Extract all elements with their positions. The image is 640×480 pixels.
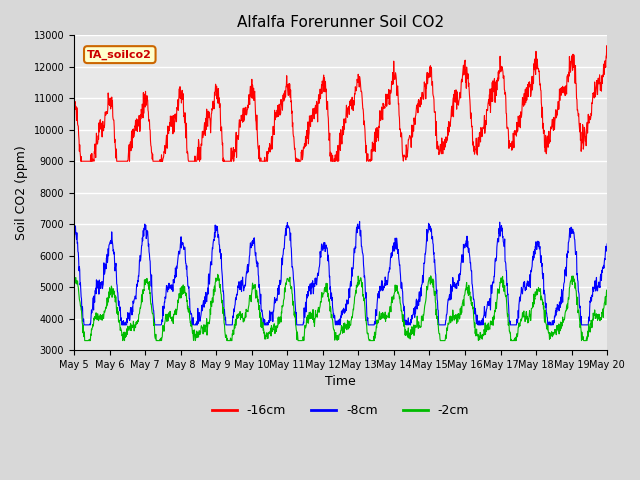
X-axis label: Time: Time (325, 375, 356, 388)
Title: Alfalfa Forerunner Soil CO2: Alfalfa Forerunner Soil CO2 (237, 15, 444, 30)
Y-axis label: Soil CO2 (ppm): Soil CO2 (ppm) (15, 145, 28, 240)
Text: TA_soilco2: TA_soilco2 (87, 49, 152, 60)
Legend: -16cm, -8cm, -2cm: -16cm, -8cm, -2cm (207, 399, 474, 422)
